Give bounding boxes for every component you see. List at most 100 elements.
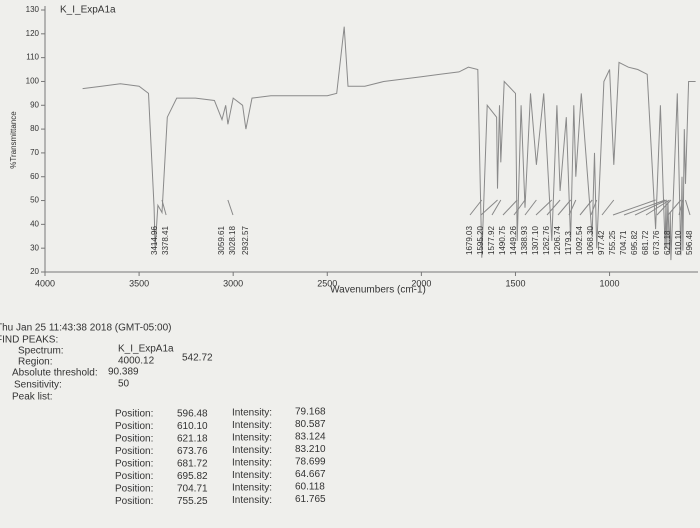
intensity-label: Intensity:	[232, 483, 272, 494]
y-tick-label: 40	[30, 219, 39, 228]
leader-line	[678, 199, 684, 216]
intensity-label: Intensity:	[232, 420, 272, 431]
peak-label: 1179.3	[564, 231, 573, 255]
position-value: 695.82	[177, 471, 208, 482]
position-value: 681.72	[177, 459, 208, 470]
leader-line	[612, 199, 656, 216]
y-tick-label: 60	[30, 172, 39, 181]
intensity-label: Intensity:	[232, 433, 272, 444]
position-value: 755.25	[177, 496, 208, 507]
peak-label: 1595.20	[476, 226, 485, 255]
peak-label: 3059.61	[217, 226, 226, 255]
field-label: Absolute threshold:	[12, 368, 98, 379]
report-heading: FIND PEAKS:	[0, 335, 58, 346]
y-tick-label: 110	[26, 53, 39, 62]
y-tick-label: 20	[30, 267, 39, 276]
y-tick-label: 120	[26, 29, 40, 38]
leader-line	[546, 199, 561, 216]
y-tick-label: 50	[30, 196, 39, 205]
leader-line	[480, 199, 498, 216]
intensity-label: Intensity:	[232, 495, 272, 506]
peak-label: 1092.54	[575, 226, 584, 255]
intensity-label: Intensity:	[232, 408, 272, 419]
field-value: 50	[118, 379, 130, 390]
chart-title: K_I_ExpA1a	[60, 5, 116, 16]
x-tick-label: 1500	[505, 278, 525, 288]
intensity-value: 61.765	[295, 494, 326, 505]
position-label: Position:	[115, 471, 153, 482]
leader-line	[227, 199, 234, 216]
peak-label: 610.10	[674, 230, 683, 255]
peak-label: 673.76	[652, 230, 661, 255]
peak-label: 1577.92	[487, 226, 496, 255]
spectrum-line	[82, 26, 696, 261]
leader-line	[645, 199, 670, 216]
position-value: 673.76	[177, 446, 208, 457]
position-label: Position:	[115, 459, 153, 470]
peak-label: 1388.93	[520, 226, 529, 255]
position-label: Position:	[115, 446, 153, 457]
position-value: 621.18	[177, 434, 208, 445]
field-value: 542.72	[182, 353, 213, 364]
leader-line	[491, 199, 502, 216]
leader-line	[535, 199, 553, 216]
intensity-value: 79.168	[295, 407, 326, 418]
peak-label: 1307.10	[531, 226, 540, 255]
y-tick-label: 130	[26, 5, 40, 14]
field-label: Sensitivity:	[14, 380, 62, 391]
field-label: Peak list:	[12, 392, 53, 403]
leader-line	[656, 199, 672, 216]
position-value: 596.48	[177, 409, 208, 420]
position-label: Position:	[115, 409, 153, 420]
intensity-value: 64.667	[295, 469, 326, 480]
x-tick-label: 3000	[223, 278, 243, 288]
intensity-label: Intensity:	[232, 445, 272, 456]
field-value: 4000.12	[118, 356, 155, 367]
intensity-value: 80.587	[295, 419, 326, 430]
leader-line	[557, 199, 572, 216]
leader-line	[524, 199, 537, 216]
x-tick-label: 3500	[129, 278, 149, 288]
leader-line	[513, 199, 526, 216]
peak-label: 3378.41	[161, 226, 170, 255]
y-tick-label: 30	[30, 243, 39, 252]
intensity-value: 78.699	[295, 457, 326, 468]
leader-line	[161, 199, 167, 216]
position-value: 610.10	[177, 421, 208, 432]
intensity-label: Intensity:	[232, 470, 272, 481]
x-tick-label: 2000	[411, 278, 431, 288]
peak-label: 1449.26	[509, 226, 518, 255]
leader-line	[502, 199, 518, 216]
intensity-value: 83.124	[295, 432, 326, 443]
position-label: Position:	[115, 434, 153, 445]
peak-label: 3028.18	[228, 226, 237, 255]
x-tick-label: 4000	[35, 278, 55, 288]
peak-label: 596.48	[685, 230, 694, 255]
position-label: Position:	[115, 496, 153, 507]
leader-line	[601, 199, 615, 216]
leader-line	[623, 199, 666, 216]
peak-label: 1490.75	[498, 226, 507, 255]
field-value: 90.389	[108, 367, 139, 378]
peak-label: 1068.30	[586, 226, 595, 255]
field-label: Spectrum:	[18, 346, 64, 357]
field-label: Region:	[18, 357, 52, 368]
leader-line	[667, 199, 682, 216]
position-value: 704.71	[177, 484, 208, 495]
peak-label: 704.71	[619, 230, 628, 255]
leader-line	[634, 199, 668, 216]
peak-label: 3414.96	[150, 226, 159, 255]
peak-label: 621.18	[663, 230, 672, 255]
peak-label: 681.72	[641, 230, 650, 255]
y-tick-label: 80	[30, 124, 39, 133]
position-label: Position:	[115, 484, 153, 495]
leader-line	[568, 199, 577, 216]
field-value: K_I_ExpA1a	[118, 344, 174, 355]
peak-label: 2932.57	[241, 226, 250, 255]
intensity-value: 60.118	[295, 482, 325, 493]
y-tick-label: 70	[30, 148, 39, 157]
y-axis-label: %Transmittance	[9, 111, 18, 169]
leader-line	[469, 199, 483, 216]
x-tick-label: 2500	[317, 278, 337, 288]
